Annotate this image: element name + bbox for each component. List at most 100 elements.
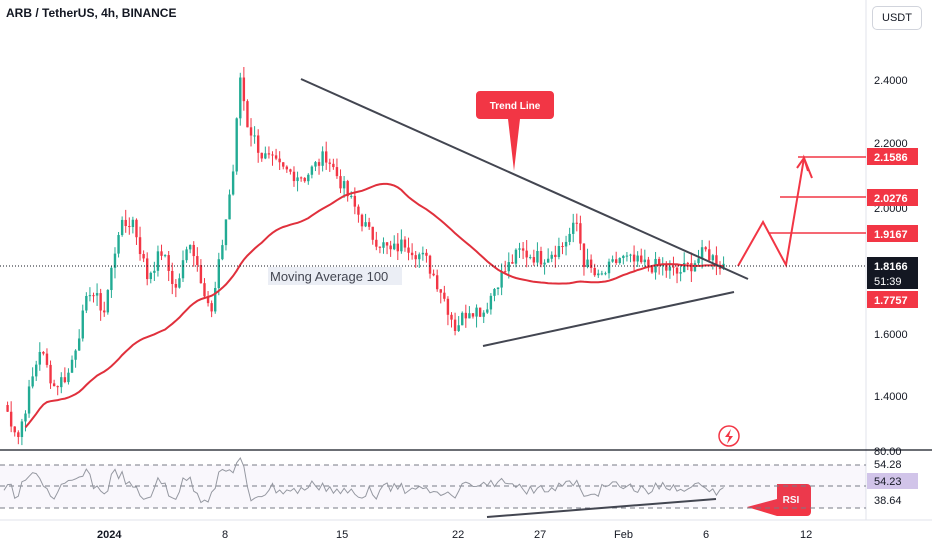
candle-body [525,250,528,258]
moving-average-label: Moving Average 100 [270,269,388,284]
candle-body [396,243,399,252]
target-price-label-bg [867,225,918,242]
rsi-tick-label: 38.64 [874,495,902,507]
x-tick-label: 22 [452,529,464,541]
candle-body [217,259,220,288]
candle-body [267,153,271,155]
candle-body [575,222,578,224]
candle-body [303,177,306,182]
candle-body [285,166,289,170]
candle-body [521,248,525,251]
candle-body [453,319,457,331]
x-tick-label: 2024 [97,529,122,541]
candle-body [589,259,593,268]
candle-body [625,255,629,257]
rsi-value-label-bg [867,473,918,489]
candle-body [17,432,20,438]
x-tick-label: 15 [336,529,348,541]
ascending-trend-line[interactable] [482,291,735,347]
candle-body [532,257,536,263]
candle-body [546,258,550,263]
candle-body [661,264,664,266]
candle-body [668,266,672,271]
candle-body [128,226,131,228]
candle-body [464,312,468,319]
current-price-label: 1.8166 [874,261,908,273]
candle-body [328,162,331,164]
candle-body [264,153,267,159]
candle-body [124,219,127,227]
x-tick-label: 12 [800,529,812,541]
candle-body [482,312,485,317]
descending-trend-line[interactable] [300,78,749,280]
candle-body [231,171,235,195]
candle-body [650,266,654,273]
currency-button[interactable]: USDT [872,6,922,30]
candle-body [146,258,149,280]
candle-body [63,377,67,383]
candle-body [665,264,668,271]
candle-body [604,273,607,275]
candle-body [607,261,611,274]
candle-body [690,263,693,272]
candle-body [103,310,106,313]
candle-body [52,383,56,387]
bar-countdown-label: 51:39 [874,276,902,288]
candle-body [156,251,160,271]
candle-body [192,244,195,257]
candle-body [99,293,102,311]
target-price-label: 2.1586 [874,152,908,164]
candle-body [400,239,403,252]
candle-body [31,376,34,387]
candle-body [35,364,38,377]
candle-body [163,255,167,257]
candle-body [120,219,124,236]
candle-body [278,158,281,163]
candle-body [543,262,546,265]
candle-body [382,242,385,248]
candle-body [389,245,392,250]
target-price-label: 2.0276 [874,193,908,205]
candle-body [357,206,360,215]
candle-body [489,295,493,310]
candle-body [700,247,704,259]
candle-body [697,258,700,264]
trend-line-callout-text: Trend Line [490,101,541,112]
candle-body [564,241,568,247]
candle-body [310,166,314,175]
candle-body [13,426,16,433]
candle-body [439,289,442,293]
y-tick-label: 2.4000 [874,75,908,87]
rsi-line [3,457,724,504]
candle-body [385,242,389,246]
rsi-trend-line[interactable] [486,498,717,518]
projection-zigzag[interactable] [737,154,813,269]
candle-body [629,254,632,256]
candle-body [307,174,310,182]
candle-body [640,255,643,263]
candle-body [425,252,428,256]
rsi-callout-text: RSI [783,495,800,506]
moving-average-100-line [24,182,724,428]
candle-body [153,270,156,273]
candle-body [378,246,382,248]
candle-body [360,214,364,227]
lightning-icon-glyph [725,429,733,444]
candle-body [339,176,342,189]
candle-body [471,313,475,317]
candle-body [421,252,425,255]
candle-body [42,351,45,354]
candle-body [88,295,92,297]
candle-body [478,307,482,317]
candle-body [110,267,113,291]
candle-body [27,386,31,414]
candle-body [679,272,682,274]
trend-line-callout[interactable] [476,91,554,171]
candle-body [185,249,188,261]
candle-body [557,246,561,258]
candle-body [60,377,63,388]
candle-body [715,255,718,267]
y-tick-label: 1.6000 [874,329,908,341]
